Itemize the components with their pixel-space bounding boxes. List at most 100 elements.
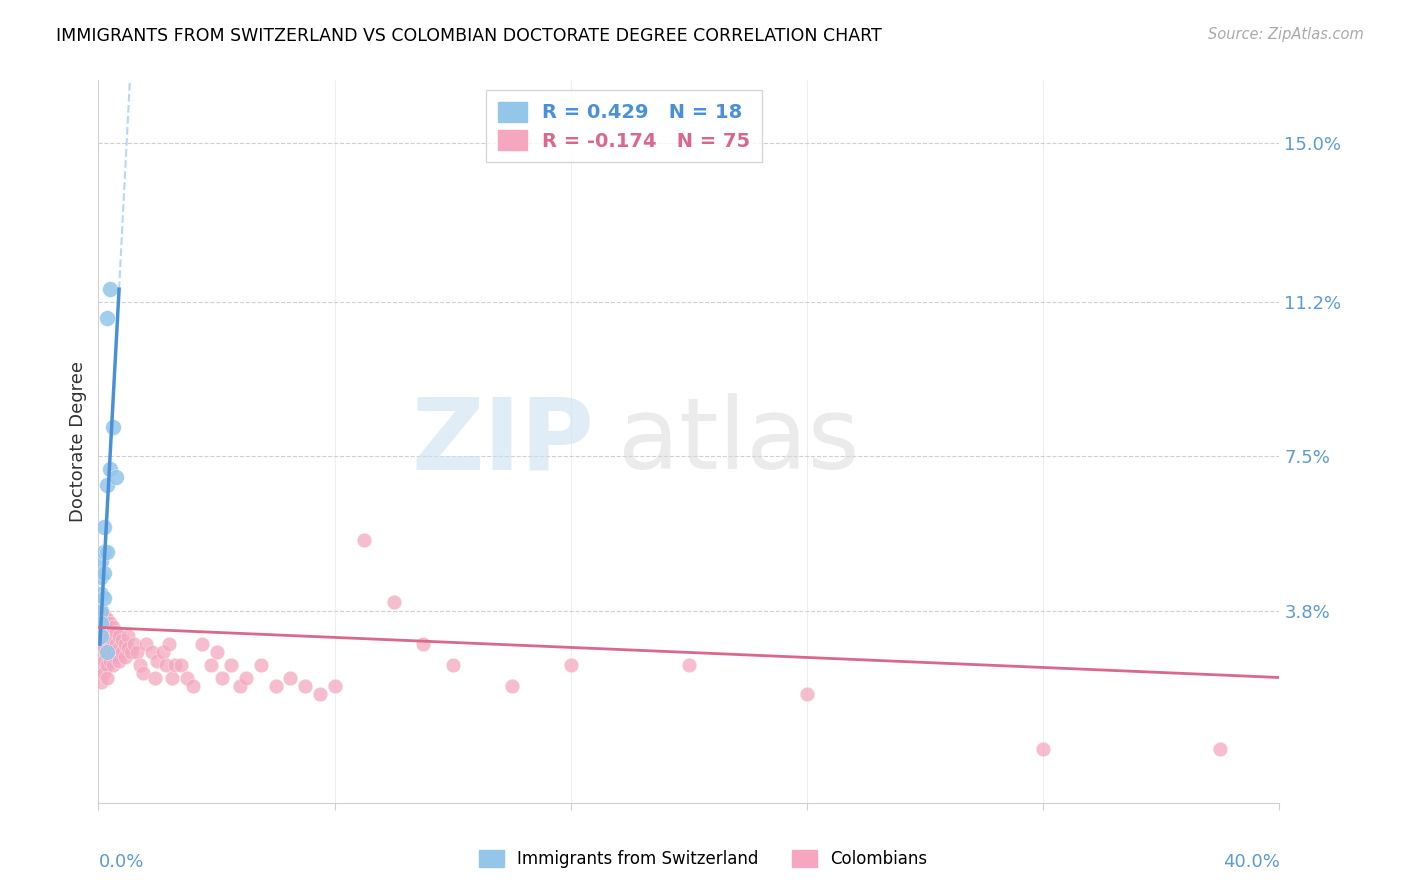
Point (162, 671, 183, 685)
Point (108, 629, 131, 643)
Point (96, 478, 118, 492)
Point (229, 679, 252, 693)
Point (176, 671, 198, 685)
Point (165, 657, 187, 672)
Point (103, 620, 125, 634)
Point (108, 641, 131, 656)
Point (280, 671, 302, 685)
Point (90, 587, 112, 601)
Point (412, 637, 434, 651)
Point (96, 612, 118, 626)
Y-axis label: Doctorate Degree: Doctorate Degree (69, 361, 87, 522)
Point (382, 595, 405, 609)
Point (135, 637, 157, 651)
Point (132, 666, 155, 681)
Point (93, 666, 115, 681)
Point (128, 657, 150, 672)
Point (93, 641, 115, 656)
Point (117, 629, 139, 643)
Point (205, 645, 228, 659)
Text: IMMIGRANTS FROM SWITZERLAND VS COLOMBIAN DOCTORATE DEGREE CORRELATION CHART: IMMIGRANTS FROM SWITZERLAND VS COLOMBIAN… (56, 27, 882, 45)
Point (96, 545, 118, 559)
Point (90, 612, 112, 626)
Point (93, 654, 115, 668)
Point (221, 657, 243, 672)
Point (105, 470, 128, 484)
Point (108, 654, 131, 668)
Point (105, 624, 128, 639)
Point (90, 629, 112, 643)
Point (93, 545, 115, 559)
Point (264, 679, 287, 693)
Point (98, 616, 121, 631)
Point (560, 657, 582, 672)
Point (125, 645, 148, 659)
Point (678, 657, 700, 672)
Point (93, 520, 115, 534)
Point (96, 645, 118, 659)
Legend: Immigrants from Switzerland, Colombians: Immigrants from Switzerland, Colombians (472, 843, 934, 875)
Point (98, 461, 121, 475)
Point (93, 616, 115, 631)
Point (155, 657, 177, 672)
Point (90, 553, 112, 567)
Point (152, 645, 174, 659)
Point (103, 420, 125, 434)
Point (796, 687, 818, 701)
Point (90, 624, 112, 639)
Point (93, 591, 115, 606)
Point (103, 632, 125, 647)
Point (114, 637, 136, 651)
Legend: R = 0.429   N = 18, R = -0.174   N = 75: R = 0.429 N = 18, R = -0.174 N = 75 (486, 90, 762, 162)
Point (191, 637, 214, 651)
Point (200, 657, 222, 672)
Point (103, 645, 125, 659)
Point (111, 645, 134, 659)
Point (181, 679, 204, 693)
Point (120, 645, 142, 659)
Point (143, 671, 166, 685)
Point (141, 645, 163, 659)
Point (1032, 741, 1054, 756)
Point (105, 649, 128, 664)
Point (111, 632, 134, 647)
Point (96, 632, 118, 647)
Text: 0.0%: 0.0% (98, 853, 143, 871)
Point (90, 662, 112, 676)
Point (96, 657, 118, 672)
Point (90, 616, 112, 631)
Point (90, 674, 112, 689)
Point (90, 649, 112, 664)
Point (90, 570, 112, 584)
Point (235, 671, 257, 685)
Point (90, 637, 112, 651)
Point (146, 654, 169, 668)
Point (96, 311, 118, 326)
Text: atlas: atlas (619, 393, 859, 490)
Point (501, 679, 523, 693)
Point (93, 629, 115, 643)
Point (117, 641, 139, 656)
Point (103, 657, 125, 672)
Point (309, 687, 332, 701)
Point (353, 533, 375, 547)
Point (250, 657, 273, 672)
Text: 40.0%: 40.0% (1223, 853, 1279, 871)
Point (105, 637, 128, 651)
Point (96, 620, 118, 634)
Point (98, 282, 121, 296)
Point (211, 671, 233, 685)
Point (98, 641, 121, 656)
Point (441, 657, 464, 672)
Point (98, 629, 121, 643)
Point (170, 657, 193, 672)
Point (90, 604, 112, 618)
Point (157, 637, 180, 651)
Point (93, 607, 115, 622)
Point (96, 645, 118, 659)
Text: ZIP: ZIP (412, 393, 595, 490)
Point (122, 637, 145, 651)
Point (93, 566, 115, 580)
Point (323, 679, 346, 693)
Point (294, 679, 316, 693)
